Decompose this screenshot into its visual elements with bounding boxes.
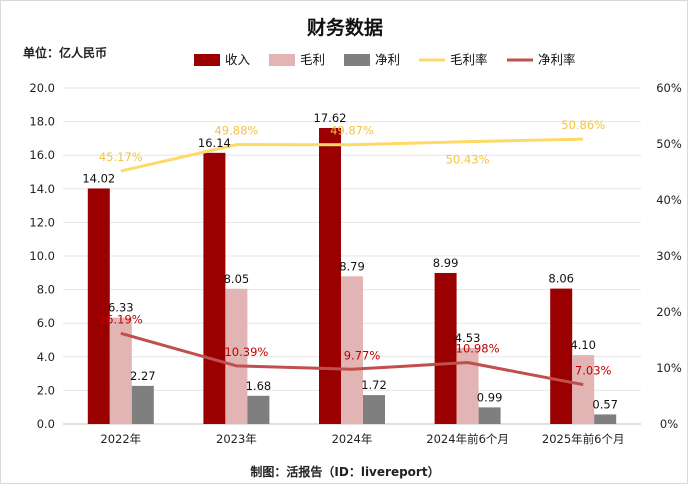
bar-revenue [319, 127, 341, 424]
y-left-tick-label: 20.0 [29, 81, 55, 95]
legend-swatch-1 [269, 54, 295, 66]
bar-data-label: 0.57 [592, 397, 618, 411]
gross-margin-line [120, 137, 584, 173]
y-right-tick-label: 60% [656, 81, 682, 95]
legend: 收入 毛利 净利 毛利率 净利率 [194, 52, 576, 67]
legend-swatch-2 [344, 54, 370, 66]
y-right-tick-label: 10% [656, 361, 682, 375]
gross-margin-label: 49.87% [330, 124, 374, 138]
x-tick-label: 2024年 [332, 432, 373, 446]
gross-margin-label: 50.43% [446, 153, 490, 167]
y-left-tick-label: 10.0 [29, 249, 55, 263]
y-left-tick-label: 4.0 [37, 350, 55, 364]
legend-label: 毛利率 [450, 52, 488, 67]
bar-net-profit [247, 395, 270, 424]
net-margin-label: 10.98% [456, 342, 500, 356]
bar-revenue [87, 188, 110, 424]
bar-data-label: 2.27 [130, 369, 156, 383]
net-margin-label: 9.77% [344, 348, 381, 362]
gross-margin-label: 49.88% [214, 124, 258, 138]
y-left-tick-label: 0.0 [37, 417, 55, 431]
y-left-tick-label: 8.0 [37, 283, 55, 297]
bar-net-profit [478, 407, 501, 424]
bar-data-label: 8.06 [548, 272, 574, 286]
bar-data-label: 4.53 [455, 331, 481, 345]
gross-margin-label: 50.86% [561, 118, 605, 132]
y-right-tick-label: 20% [656, 305, 682, 319]
bar-data-label: 8.99 [433, 256, 459, 270]
bar-gross-profit [456, 347, 479, 424]
y-left-tick-label: 14.0 [29, 182, 55, 196]
legend-label: 净利率 [538, 52, 576, 67]
net-margin-line [120, 331, 584, 387]
bar-data-label: 16.14 [198, 136, 231, 150]
x-tick-label: 2024年前6个月 [426, 432, 509, 446]
y-left-tick-label: 12.0 [29, 215, 55, 229]
y-left-tick-label: 2.0 [37, 383, 55, 397]
bar-net-profit [594, 414, 617, 424]
net-margin-label: 7.03% [575, 364, 612, 378]
bar-gross-profit [341, 276, 363, 424]
bar-marks [87, 127, 617, 424]
line-marks [120, 137, 584, 387]
legend-label: 净利 [375, 52, 400, 67]
bar-data-label: 8.05 [224, 272, 250, 286]
data-labels: 14.02 16.14 17.62 8.99 8.06 6.33 8.05 8.79 4.53 4… [82, 111, 618, 411]
axes: 0.0 2.0 4.0 6.0 8.0 10.0 12.0 14.0 16.0 18.0 20.0 0… [29, 81, 681, 446]
bar-data-label: 14.02 [82, 171, 115, 185]
legend-swatch-0 [194, 54, 220, 66]
x-tick-label: 2022年 [100, 432, 141, 446]
bar-revenue [203, 152, 226, 424]
y-left-tick-label: 16.0 [29, 148, 55, 162]
y-right-tick-label: 30% [656, 249, 682, 263]
bar-data-label: 8.79 [339, 259, 365, 273]
bar-data-label: 0.99 [477, 390, 503, 404]
gross-margin-label: 45.17% [99, 150, 143, 164]
bar-gross-profit [225, 288, 248, 424]
chart-title: 财务数据 [307, 16, 383, 39]
y-right-tick-label: 0% [660, 417, 678, 431]
source-caption: 制图：活报告（ID：livereport） [250, 464, 439, 479]
bar-revenue [550, 288, 573, 424]
legend-label: 收入 [225, 52, 251, 67]
bar-net-profit [363, 395, 385, 424]
bar-data-label: 17.62 [314, 111, 347, 125]
bar-gross-profit [572, 355, 595, 424]
bar-data-label: 6.33 [108, 301, 134, 315]
bar-net-profit [131, 385, 154, 424]
bar-data-label: 1.72 [361, 378, 387, 392]
bar-data-label: 4.10 [570, 338, 596, 352]
unit-label: 单位：亿人民币 [23, 45, 107, 60]
bar-data-label: 1.68 [246, 379, 272, 393]
y-right-tick-label: 50% [656, 137, 682, 151]
bar-gross-profit [109, 317, 132, 424]
legend-label: 毛利 [300, 52, 325, 67]
y-left-tick-label: 6.0 [37, 316, 55, 330]
net-margin-label: 10.39% [224, 345, 268, 359]
bar-revenue [434, 272, 457, 424]
net-margin-label: 16.19% [99, 312, 143, 326]
x-tick-label: 2023年 [216, 432, 257, 446]
y-left-tick-label: 18.0 [29, 115, 55, 129]
y-right-tick-label: 40% [656, 193, 682, 207]
x-tick-label: 2025年前6个月 [542, 432, 625, 446]
